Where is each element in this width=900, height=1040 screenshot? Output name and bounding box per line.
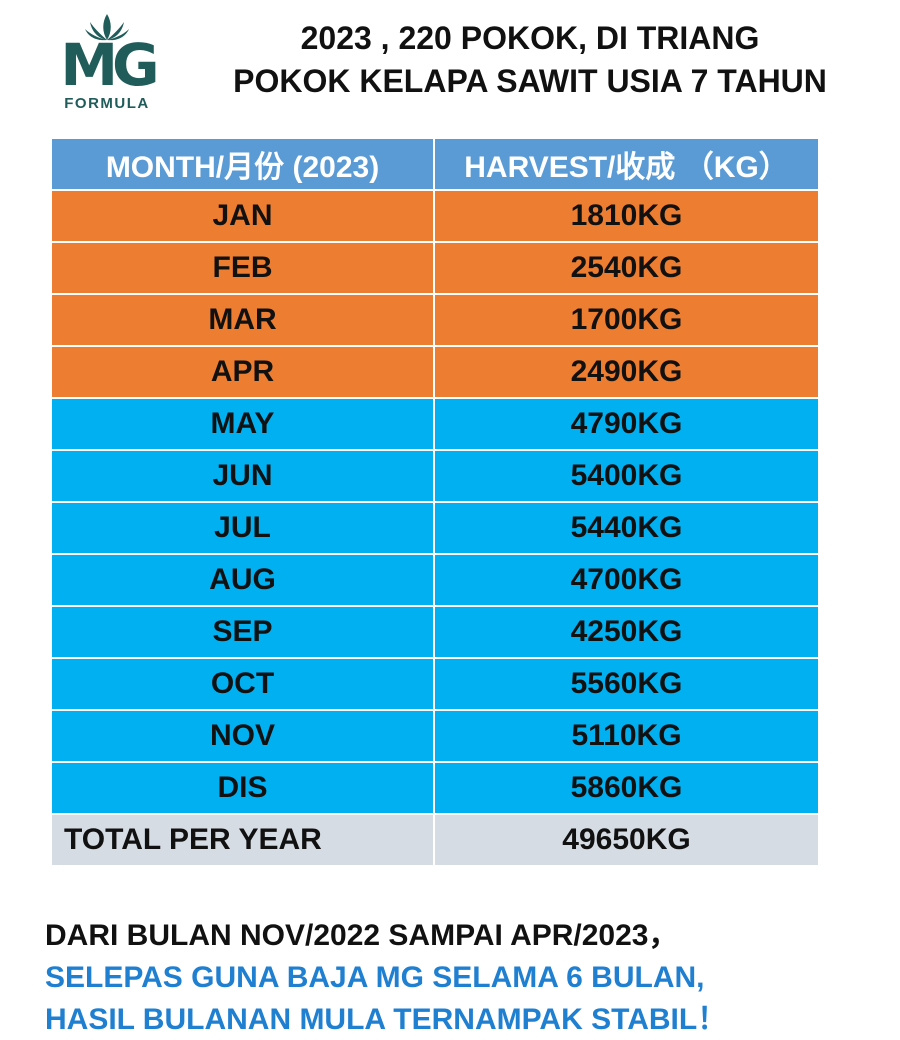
table-row: AUG 4700KG [50, 553, 820, 607]
page-title-line1: 2023 , 220 POKOK, DI TRIANG [300, 20, 760, 56]
total-label: TOTAL PER YEAR [50, 813, 435, 867]
cell-harvest: 5560KG [433, 657, 820, 711]
table-row: SEP 4250KG [50, 605, 820, 659]
table-row: NOV 5110KG [50, 709, 820, 763]
cell-harvest: 4790KG [433, 397, 820, 451]
cell-harvest: 4700KG [433, 553, 820, 607]
cell-harvest: 5400KG [433, 449, 820, 503]
note-line3: HASIL BULANAN MULA TERNAMPAK STABIL！ [45, 1003, 728, 1036]
total-row: TOTAL PER YEAR 49650KG [50, 813, 820, 867]
cell-month: MAR [50, 293, 435, 347]
cell-month: APR [50, 345, 435, 399]
table-row: JUL 5440KG [50, 501, 820, 555]
cell-harvest: 4250KG [433, 605, 820, 659]
page-title-line2: POKOK KELAPA SAWIT USIA 7 TAHUN [233, 63, 827, 99]
table-row: JAN 1810KG [50, 189, 820, 243]
table-header-row: MONTH/月份 (2023) HARVEST/收成 （KG） [50, 137, 820, 191]
cell-harvest: 1810KG [433, 189, 820, 243]
cell-month: DIS [50, 761, 435, 815]
brand-logo: MG FORMULA [52, 12, 162, 112]
cell-month: SEP [50, 605, 435, 659]
table-row: APR 2490KG [50, 345, 820, 399]
note-line1: DARI BULAN NOV/2022 SAMPAI APR/2023， [45, 919, 679, 952]
lotus-icon [85, 14, 129, 41]
cell-month: AUG [50, 553, 435, 607]
harvest-table: MONTH/月份 (2023) HARVEST/收成 （KG） JAN 1810… [50, 137, 820, 867]
logo-mark: MG [60, 31, 159, 99]
table-row: JUN 5400KG [50, 449, 820, 503]
cell-month: FEB [50, 241, 435, 295]
cell-month: NOV [50, 709, 435, 763]
cell-month: MAY [50, 397, 435, 451]
cell-harvest: 5860KG [433, 761, 820, 815]
header-month: MONTH/月份 (2023) [50, 137, 435, 191]
header-harvest: HARVEST/收成 （KG） [433, 137, 820, 191]
cell-harvest: 2490KG [433, 345, 820, 399]
cell-harvest: 1700KG [433, 293, 820, 347]
table-row: OCT 5560KG [50, 657, 820, 711]
note-line2: SELEPAS GUNA BAJA MG SELAMA 6 BULAN, [45, 961, 705, 994]
cell-harvest: 2540KG [433, 241, 820, 295]
table-row: DIS 5860KG [50, 761, 820, 815]
cell-harvest: 5440KG [433, 501, 820, 555]
table-row: FEB 2540KG [50, 241, 820, 295]
logo-subtitle: FORMULA [64, 95, 150, 112]
cell-harvest: 5110KG [433, 709, 820, 763]
table-row: MAY 4790KG [50, 397, 820, 451]
cell-month: JUN [50, 449, 435, 503]
total-value: 49650KG [433, 813, 820, 867]
cell-month: JAN [50, 189, 435, 243]
table-row: MAR 1700KG [50, 293, 820, 347]
cell-month: OCT [50, 657, 435, 711]
cell-month: JUL [50, 501, 435, 555]
